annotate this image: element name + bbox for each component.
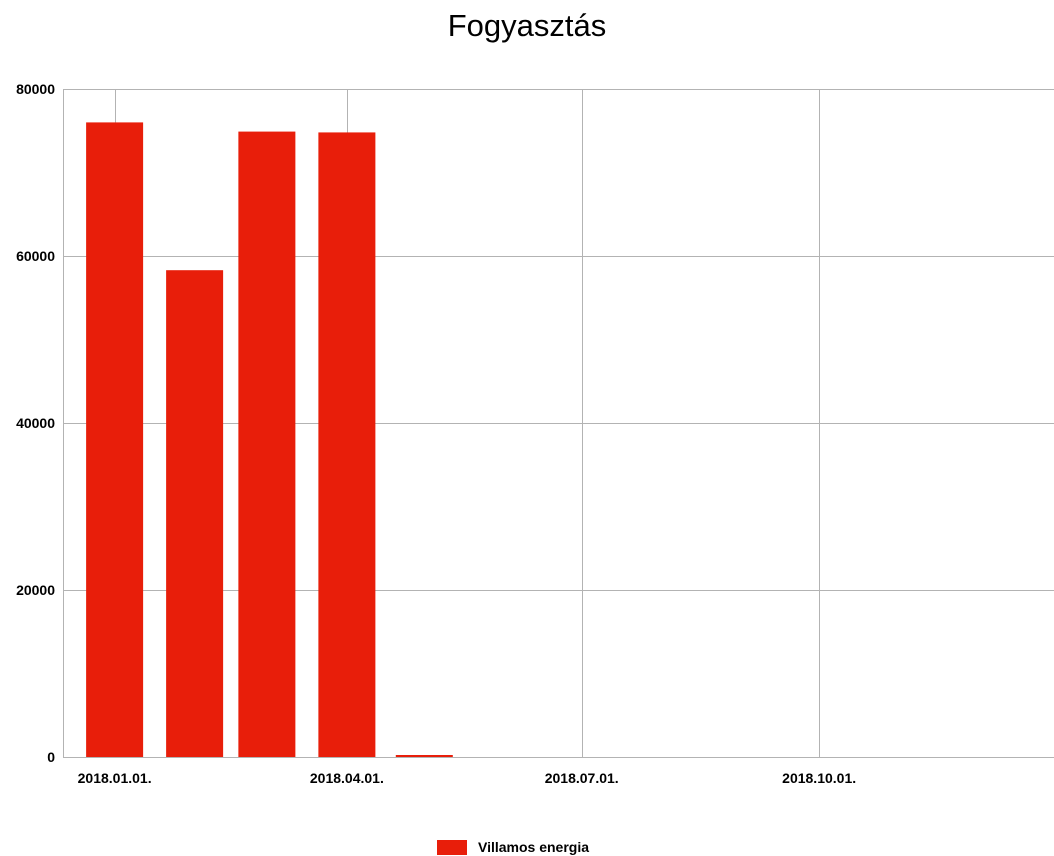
y-tick-label: 60000 [16,248,55,264]
x-tick-label: 2018.10.01. [782,770,856,786]
bar [395,755,453,757]
x-tick-label: 2018.07.01. [545,770,619,786]
y-tick-label: 0 [47,749,55,765]
bar [166,270,224,757]
legend: Villamos energia [0,838,1054,856]
y-tick-label: 40000 [16,415,55,431]
legend-label: Villamos energia [478,839,590,855]
axes: 0 20000 40000 60000 80000 2018.01.01. 2018.04.… [16,81,856,786]
bar [318,132,376,758]
x-tick-label: 2018.01.01. [78,770,152,786]
legend-swatch [437,839,467,855]
x-tick-label: 2018.04.01. [310,770,384,786]
bar [86,122,144,757]
bars [86,122,453,758]
y-tick-label: 20000 [16,582,55,598]
bar [238,131,296,757]
chart-title: Fogyasztás [447,8,607,43]
legend-item: Villamos energia [437,838,589,856]
y-tick-label: 80000 [16,81,55,97]
